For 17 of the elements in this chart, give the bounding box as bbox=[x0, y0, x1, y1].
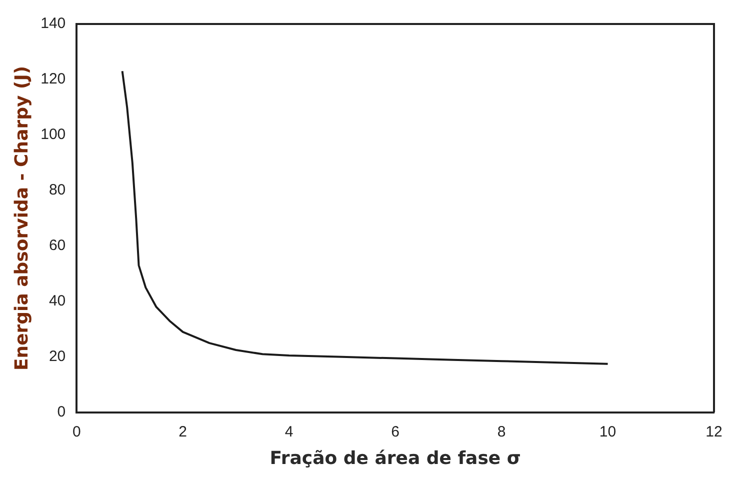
y-tick-label: 80 bbox=[48, 182, 66, 199]
y-tick-label: 100 bbox=[40, 126, 66, 144]
y-tick-label: 60 bbox=[48, 237, 66, 254]
x-tick-label: 4 bbox=[284, 424, 294, 441]
x-tick-label: 0 bbox=[72, 424, 81, 441]
y-tick-label: 20 bbox=[48, 348, 66, 366]
x-axis-title: Fração de área de fase σ bbox=[270, 448, 521, 469]
x-tick-label: 2 bbox=[178, 424, 188, 441]
y-tick-label: 0 bbox=[57, 404, 66, 421]
y-axis-title: Energia absorvida - Charpy (J) bbox=[11, 66, 32, 371]
x-tick-label: 12 bbox=[706, 424, 722, 441]
y-tick-label: 120 bbox=[40, 70, 66, 88]
x-tick-label: 10 bbox=[599, 424, 616, 441]
x-tick-label: 6 bbox=[391, 424, 400, 441]
x-tick-label: 8 bbox=[497, 424, 506, 441]
y-tick-label: 40 bbox=[48, 292, 66, 310]
y-tick-label: 140 bbox=[40, 15, 66, 32]
